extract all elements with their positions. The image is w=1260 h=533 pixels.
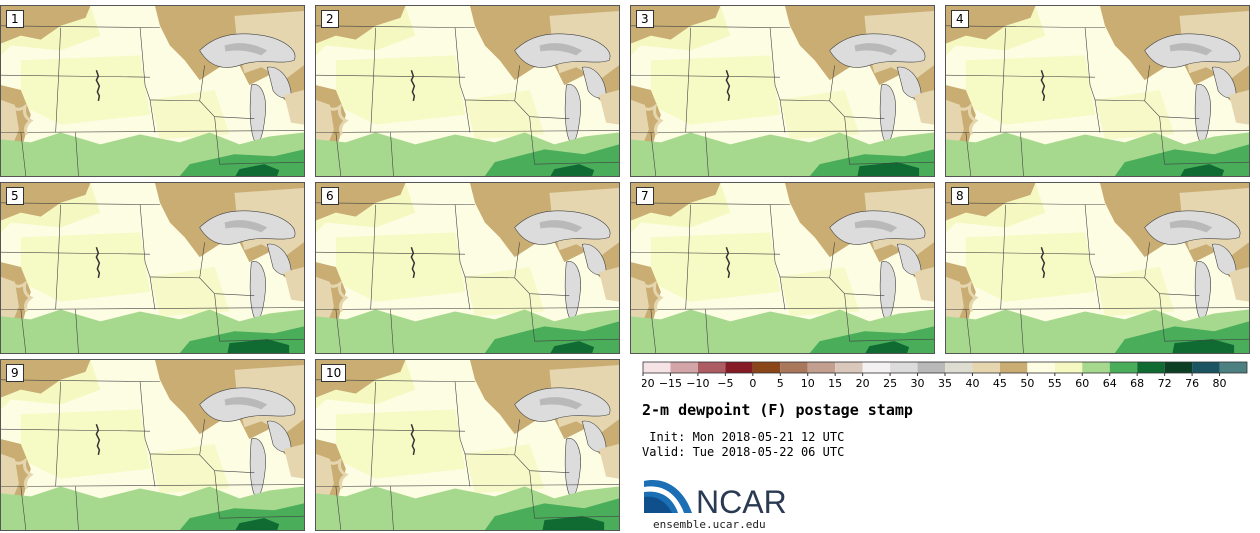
init-time: Init: Mon 2018-05-21 12 UTC	[642, 430, 845, 444]
postage-stamp-panel: 8	[945, 182, 1250, 354]
colorbar-swatch	[1027, 362, 1055, 373]
member-number-label: 2	[321, 10, 339, 28]
postage-stamp-panel: 3	[630, 5, 935, 177]
colorbar-tick-label: 30	[911, 377, 925, 390]
colorbar: −20 −15 −10 −5 0 5 10 15 20 25 30 35 40 45 50 55 60 64 68 7…	[642, 361, 1248, 390]
dewpoint-map	[946, 6, 1249, 176]
dewpoint-map	[631, 6, 934, 176]
colorbar-swatch	[752, 362, 781, 373]
member-number-label: 10	[321, 364, 347, 382]
colorbar-swatch	[807, 362, 836, 373]
colorbar-tick-label: 64	[1103, 377, 1117, 390]
colorbar-tick-label: −10	[686, 377, 709, 390]
colorbar-tick-label: 35	[938, 377, 952, 390]
dewpoint-map	[316, 183, 619, 353]
postage-stamp-panel: 5	[0, 182, 305, 354]
colorbar-tick-label: 0	[749, 377, 756, 390]
colorbar-tick-label: 68	[1130, 377, 1144, 390]
member-number-label: 1	[6, 10, 24, 28]
colorbar-swatch	[1192, 362, 1220, 373]
ncar-logo: NCAR	[644, 480, 787, 520]
colorbar-swatch	[1054, 362, 1083, 373]
member-number-label: 8	[951, 187, 969, 205]
postage-stamp-panel: 2	[315, 5, 620, 177]
member-number-label: 9	[6, 364, 24, 382]
colorbar-tick-label: 25	[883, 377, 897, 390]
postage-stamp-panel: 1	[0, 5, 305, 177]
colorbar-swatch	[725, 362, 753, 373]
colorbar-tick-label: 5	[777, 377, 784, 390]
colorbar-swatch	[890, 362, 918, 373]
dewpoint-map	[316, 6, 619, 176]
dewpoint-map	[316, 360, 619, 530]
colorbar-tick-label: 10	[801, 377, 815, 390]
member-number-label: 7	[636, 187, 654, 205]
logo-url: ensemble.ucar.edu	[653, 518, 766, 531]
dewpoint-map	[631, 183, 934, 353]
colorbar-tick-label: 40	[965, 377, 979, 390]
colorbar-tick-label: −5	[717, 377, 733, 390]
postage-stamp-panel: 6	[315, 182, 620, 354]
member-number-label: 4	[951, 10, 969, 28]
member-number-label: 5	[6, 187, 24, 205]
member-number-label: 6	[321, 187, 339, 205]
colorbar-swatch	[1082, 362, 1110, 373]
dewpoint-map	[1, 360, 304, 530]
colorbar-swatch	[1164, 362, 1193, 373]
dewpoint-map	[946, 183, 1249, 353]
colorbar-swatch	[1109, 362, 1138, 373]
plot-title: 2-m dewpoint (F) postage stamp	[642, 401, 913, 419]
colorbar-swatch	[945, 362, 973, 373]
postage-stamp-panel: 10	[315, 359, 620, 531]
colorbar-tick-label: 76	[1185, 377, 1199, 390]
logo-wordmark: NCAR	[696, 484, 787, 520]
colorbar-swatch	[670, 362, 698, 373]
dewpoint-map	[1, 183, 304, 353]
colorbar-tick-label: 60	[1075, 377, 1089, 390]
dewpoint-map	[1, 6, 304, 176]
colorbar-tick-label: 45	[993, 377, 1007, 390]
colorbar-tick-label: 15	[828, 377, 842, 390]
valid-time: Valid: Tue 2018-05-22 06 UTC	[642, 445, 845, 459]
colorbar-tick-label: 55	[1048, 377, 1062, 390]
colorbar-tick-label: 50	[1020, 377, 1034, 390]
colorbar-swatch	[1137, 362, 1165, 373]
colorbar-tick-label: 80	[1213, 377, 1227, 390]
colorbar-swatch	[780, 362, 808, 373]
colorbar-swatch	[643, 362, 671, 373]
colorbar-swatch	[917, 362, 945, 373]
postage-stamp-panel: 9	[0, 359, 305, 531]
colorbar-swatch	[862, 362, 891, 373]
colorbar-tick-label: −15	[659, 377, 682, 390]
colorbar-tick-label: −20	[642, 377, 655, 390]
colorbar-swatch	[835, 362, 863, 373]
colorbar-swatch	[697, 362, 726, 373]
colorbar-tick-label: 72	[1158, 377, 1172, 390]
legend-area: −20 −15 −10 −5 0 5 10 15 20 25 30 35 40 45 50 55 60 64 68 7…	[642, 361, 1252, 533]
member-number-label: 3	[636, 10, 654, 28]
postage-stamp-panel: 4	[945, 5, 1250, 177]
colorbar-tick-label: 20	[856, 377, 870, 390]
postage-stamp-panel: 7	[630, 182, 935, 354]
colorbar-swatch	[972, 362, 1000, 373]
colorbar-swatch	[1219, 362, 1247, 373]
colorbar-swatch	[999, 362, 1028, 373]
